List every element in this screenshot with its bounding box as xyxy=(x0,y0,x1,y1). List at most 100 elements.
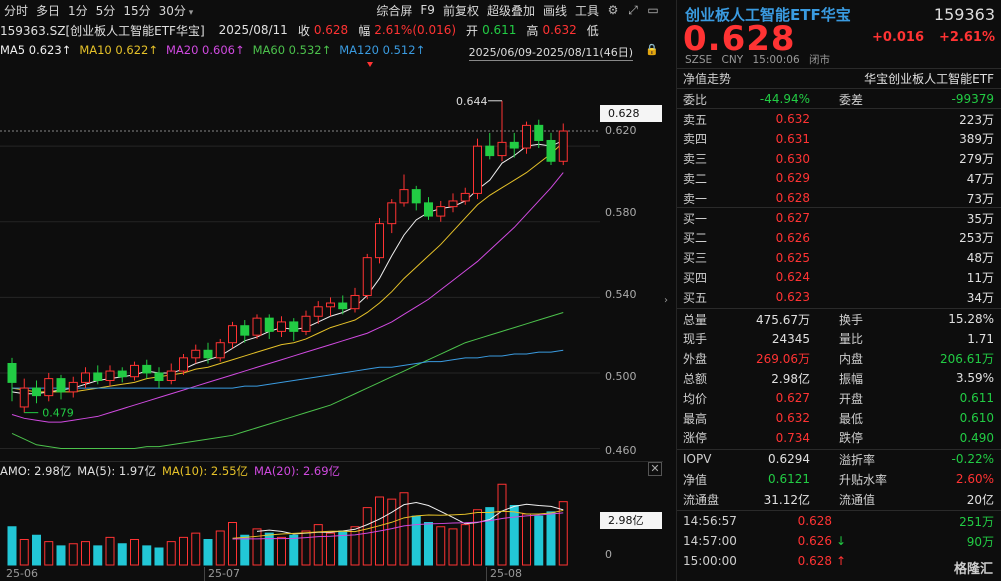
candle[interactable] xyxy=(277,316,286,338)
draw-line-button[interactable]: 画线 xyxy=(542,3,567,18)
currency: CNY xyxy=(721,54,744,66)
ma5-line xyxy=(11,140,564,395)
stat-value: 0.632 xyxy=(775,411,810,425)
tab-intraday[interactable]: 分时 xyxy=(4,3,29,18)
candle[interactable] xyxy=(326,297,335,317)
candle[interactable] xyxy=(534,119,544,149)
volume-bar xyxy=(264,532,274,566)
date-range-selector[interactable]: 2025/06/09-2025/08/11(46日) xyxy=(468,46,633,61)
candle[interactable] xyxy=(68,376,78,398)
candle[interactable] xyxy=(497,100,507,162)
quote-panel: 创业板人工智能ETF华宝 159363 0.628 +0.016 +2.61% … xyxy=(676,0,1001,581)
volume-bar xyxy=(228,522,237,566)
price-change: +0.016 xyxy=(872,30,925,45)
candle[interactable] xyxy=(154,367,164,389)
lock-icon[interactable]: 🔒 xyxy=(645,43,659,56)
candle[interactable] xyxy=(179,354,188,375)
volume-bar xyxy=(154,547,164,566)
bid-price: 0.627 xyxy=(775,211,810,225)
candle[interactable] xyxy=(19,378,29,413)
close-indicator-icon[interactable]: ✕ xyxy=(648,462,662,476)
order-ratio-row: 委比 -44.94% 委差 -99379 xyxy=(677,89,1001,109)
kline-chart[interactable]: 0.644 0.479 xyxy=(0,60,600,567)
candle[interactable] xyxy=(473,138,482,200)
tab-1min[interactable]: 1分 xyxy=(68,3,88,18)
candle[interactable] xyxy=(228,321,237,349)
tick-time: 14:57:00 xyxy=(683,534,737,548)
stat-row: 外盘 269.06万 内盘 206.61万 xyxy=(677,349,1001,369)
candle[interactable] xyxy=(546,132,556,166)
composite-screen-button[interactable]: 综合屏 xyxy=(376,3,413,18)
candle[interactable] xyxy=(509,132,519,158)
candle[interactable] xyxy=(142,359,152,379)
adjust-button[interactable]: 前复权 xyxy=(442,3,479,18)
bid-row: 买三 0.625 48万 xyxy=(677,248,1001,268)
settings-icon[interactable]: ⚙ xyxy=(607,3,619,17)
candle[interactable] xyxy=(485,132,495,160)
candle[interactable] xyxy=(264,314,274,339)
candle[interactable] xyxy=(215,338,225,362)
ask-volume: 73万 xyxy=(966,191,994,206)
candle[interactable] xyxy=(56,374,66,400)
candle[interactable] xyxy=(460,187,470,205)
collapse-panel-icon[interactable]: › xyxy=(664,295,668,306)
minimize-icon[interactable]: ▭ xyxy=(647,3,659,17)
candle[interactable] xyxy=(252,314,262,339)
stat-label: 总量 xyxy=(683,312,708,327)
stat-value: 269.06万 xyxy=(756,352,810,367)
candle[interactable] xyxy=(399,174,409,207)
candle[interactable] xyxy=(558,123,568,166)
volume-bar xyxy=(460,524,470,566)
bid-price: 0.623 xyxy=(775,290,810,305)
candle[interactable] xyxy=(338,295,348,315)
candle[interactable] xyxy=(289,318,299,341)
tab-15min[interactable]: 15分 xyxy=(123,3,151,18)
bid-volume: 253万 xyxy=(959,231,994,246)
candle[interactable] xyxy=(301,310,311,336)
candle[interactable] xyxy=(375,217,384,264)
candle[interactable] xyxy=(44,372,54,402)
ask-label: 卖二 xyxy=(683,171,708,186)
nav-trend-row[interactable]: 净值走势 华宝创业板人工智能ETF xyxy=(677,68,1001,88)
stat-value: 15.28% xyxy=(948,312,994,326)
expand-icon[interactable]: ⤢ xyxy=(628,2,638,17)
volume-bar xyxy=(399,492,409,566)
tools-button[interactable]: 工具 xyxy=(574,3,599,18)
candle[interactable] xyxy=(81,367,90,389)
candle[interactable] xyxy=(411,185,421,211)
tick-volume: 90万 xyxy=(966,534,994,549)
tab-multi-day[interactable]: 多日 xyxy=(36,3,61,18)
candle[interactable] xyxy=(387,199,397,234)
x-tick: 25-07 xyxy=(208,567,240,580)
candle[interactable] xyxy=(350,287,360,313)
candle[interactable] xyxy=(191,344,201,364)
candle[interactable] xyxy=(166,363,176,385)
candle[interactable] xyxy=(240,320,250,343)
candle[interactable] xyxy=(436,200,446,222)
candle[interactable] xyxy=(313,301,323,324)
candle[interactable] xyxy=(93,365,103,385)
tab-30min[interactable]: 30分 xyxy=(155,2,198,19)
candle[interactable] xyxy=(424,197,433,220)
overlay-button[interactable]: 超级叠加 xyxy=(486,3,535,18)
volume-bar xyxy=(534,515,544,566)
bid-row: 买一 0.627 35万 xyxy=(677,208,1001,228)
vol-y-tick: 0 xyxy=(605,548,612,561)
y-tick: 0.620 xyxy=(605,124,637,137)
ask-row: 卖三 0.630 279万 xyxy=(677,149,1001,169)
candle[interactable] xyxy=(448,193,458,213)
candle[interactable] xyxy=(32,380,41,404)
candle[interactable] xyxy=(203,342,213,364)
f9-button[interactable]: F9 xyxy=(420,3,435,17)
close-label: 收 xyxy=(297,23,310,38)
nav-trend-link[interactable]: 净值走势 xyxy=(683,71,732,86)
stat-row: 总额 2.98亿 振幅 3.59% xyxy=(677,368,1001,388)
candle[interactable] xyxy=(522,121,531,154)
tab-5min[interactable]: 5分 xyxy=(95,3,116,18)
quote-time: 15:00:06 xyxy=(752,54,800,66)
candle[interactable] xyxy=(105,365,115,387)
candle[interactable] xyxy=(362,253,372,300)
candle[interactable] xyxy=(130,361,139,381)
candle[interactable] xyxy=(117,367,127,383)
candle[interactable] xyxy=(7,357,17,402)
